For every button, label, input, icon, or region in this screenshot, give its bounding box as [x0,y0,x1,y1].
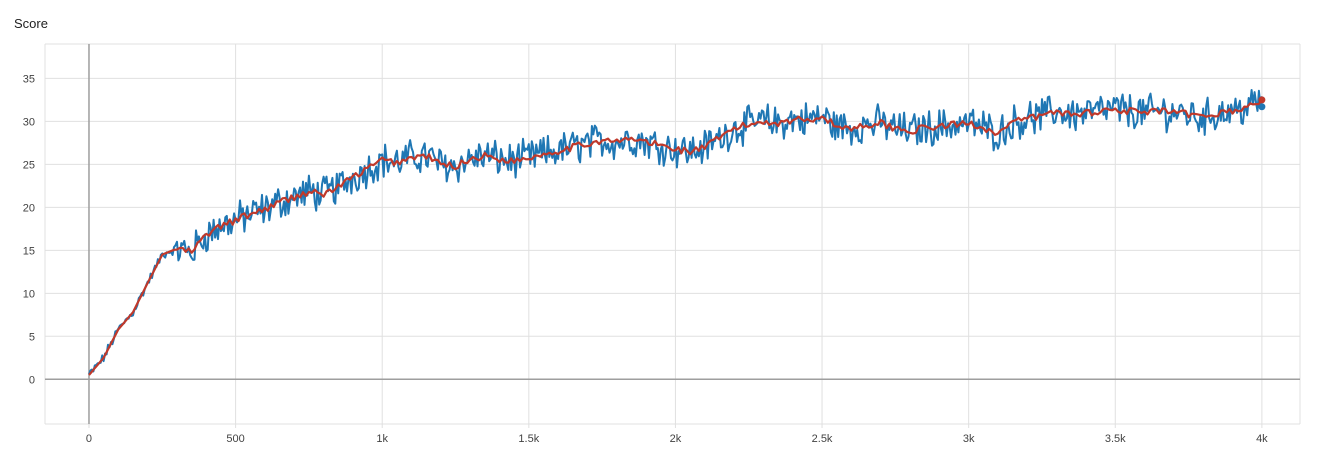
chart-title: Score [14,16,48,31]
raw-series-end-point [1258,103,1266,111]
x-tick-label: 3k [963,433,975,445]
y-tick-label: 20 [23,202,35,214]
x-tick-label: 1k [376,433,388,445]
tick-labels: 0 500 1k 1.5k 2k 2.5k 3k 3.5k 4k 0 5 10 15 20 25 30 35 [23,73,1268,445]
raw-series-line [88,89,1263,375]
smoothed-series-line [88,98,1263,376]
y-tick-label: 25 [23,159,35,171]
x-tick-label: 2.5k [812,433,833,445]
y-tick-label: 5 [29,331,35,343]
smoothed-series [88,96,1266,376]
smoothed-series-end-point [1258,96,1266,104]
y-tick-label: 35 [23,73,35,85]
y-tick-label: 0 [29,374,35,386]
y-tick-label: 30 [23,116,35,128]
x-tick-label: 4k [1256,433,1268,445]
y-tick-label: 15 [23,245,35,257]
axes [45,44,1300,424]
x-tick-label: 0 [86,433,92,445]
x-tick-label: 3.5k [1105,433,1126,445]
raw-series [88,89,1266,375]
x-tick-label: 1.5k [518,433,539,445]
grid [44,43,1301,428]
x-tick-label: 500 [226,433,244,445]
x-tick-label: 2k [670,433,682,445]
y-tick-label: 10 [23,288,35,300]
